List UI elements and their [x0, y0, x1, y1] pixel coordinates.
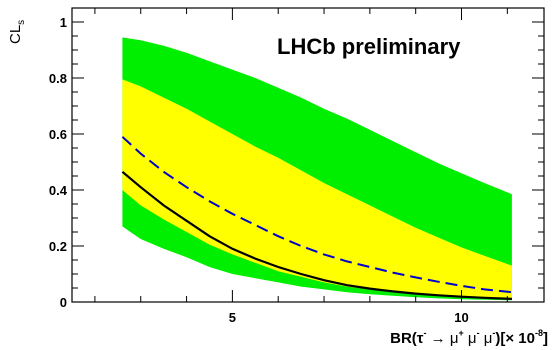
inner-band: [122, 79, 512, 299]
x-axis-title: BR(τ- → μ+ μ- μ-)[× 10-8]: [390, 328, 548, 347]
x-tick-label: 5: [229, 310, 236, 325]
y-tick-label: 1: [60, 15, 67, 30]
x-axis-title-sup2: +: [458, 328, 463, 338]
x-axis-title-sup3: -: [477, 328, 480, 338]
x-axis-title-sup5: -8: [535, 328, 543, 338]
x-axis-title-mu2: μ: [480, 330, 493, 347]
bands-layer: [122, 37, 512, 301]
x-axis-title-sup4: -: [492, 328, 495, 338]
y-axis-title-main: CL: [7, 25, 24, 44]
x-axis-title-mid: μ: [464, 330, 477, 347]
expected-dashed-line: [121, 136, 513, 294]
y-tick-label: 0.6: [49, 127, 67, 142]
observed-solid-line: [121, 170, 512, 300]
y-axis-title: CLs: [7, 20, 27, 44]
y-tick-label: 0: [60, 295, 67, 310]
y-tick-label: 0.2: [49, 239, 67, 254]
lines-layer: [121, 136, 513, 300]
plot-frame: [71, 7, 545, 303]
y-axis-title-sub: s: [16, 20, 27, 25]
ticks-layer: 0 0.2 0.4 0.6 0.8 1 5 10: [49, 8, 544, 325]
x-axis-title-arrow: → μ: [427, 330, 459, 347]
x-axis-title-end: ]: [543, 330, 548, 347]
x-tick-label: 10: [454, 310, 468, 325]
lhcb-preliminary-annotation: LHCb preliminary: [277, 34, 461, 59]
x-axis-title-sup1: -: [424, 328, 427, 338]
y-tick-label: 0.4: [49, 183, 68, 198]
x-axis-title-main: BR(τ: [390, 330, 424, 347]
y-tick-label: 0.8: [49, 71, 67, 86]
x-axis-title-close: )[× 10: [495, 330, 535, 347]
